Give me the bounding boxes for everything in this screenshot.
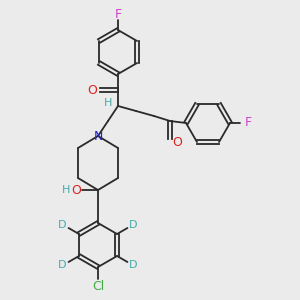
Text: H: H: [62, 185, 70, 195]
Text: D: D: [58, 260, 67, 271]
Text: O: O: [87, 83, 97, 97]
Text: O: O: [71, 184, 81, 196]
Text: H: H: [104, 98, 112, 108]
Text: F: F: [114, 8, 122, 20]
Text: D: D: [58, 220, 67, 230]
Text: Cl: Cl: [92, 280, 104, 293]
Text: O: O: [172, 136, 182, 149]
Text: D: D: [129, 220, 138, 230]
Text: N: N: [93, 130, 103, 142]
Text: F: F: [244, 116, 252, 130]
Text: D: D: [129, 260, 138, 271]
